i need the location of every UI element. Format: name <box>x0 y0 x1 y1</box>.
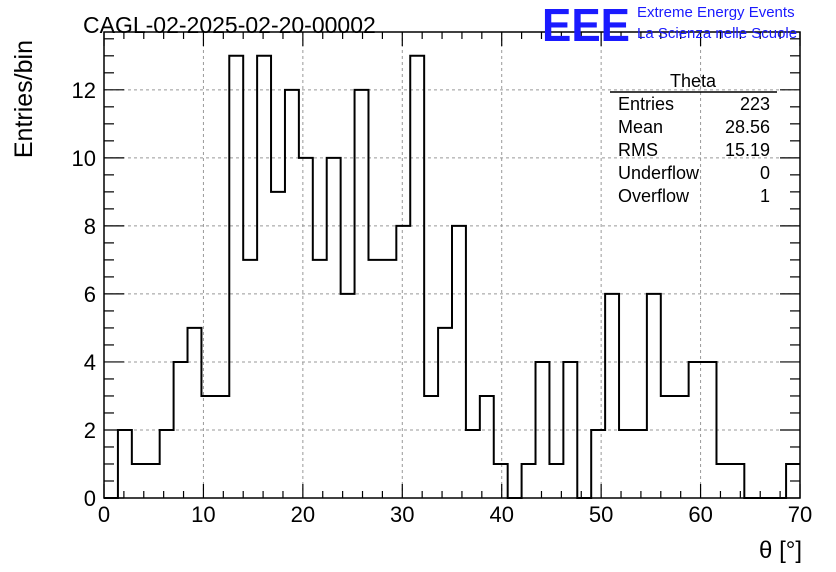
y-axis-label: Entries/bin <box>10 40 38 158</box>
x-tick-label: 10 <box>191 502 215 527</box>
x-tick-label: 40 <box>489 502 513 527</box>
stats-label-entries: Entries <box>618 94 674 114</box>
y-tick-labels: 0 2 4 6 8 10 12 <box>72 78 96 511</box>
chart-title: CAGL-02-2025-02-20-00002 <box>83 12 376 38</box>
stats-box: Theta Entries 223 Mean 28.56 RMS 15.19 U… <box>610 71 777 206</box>
x-tick-label: 30 <box>390 502 414 527</box>
histogram-outline <box>104 54 800 499</box>
stats-value-entries: 223 <box>740 94 770 114</box>
stats-label-rms: RMS <box>618 140 658 160</box>
y-tick-label: 4 <box>84 350 96 375</box>
stats-value-underflow: 0 <box>760 163 770 183</box>
stats-label-underflow: Underflow <box>618 163 700 183</box>
x-tick-label: 20 <box>291 502 315 527</box>
stats-value-mean: 28.56 <box>725 117 770 137</box>
y-tick-label: 2 <box>84 418 96 443</box>
y-tick-label: 12 <box>72 78 96 103</box>
y-tick-label: 10 <box>72 146 96 171</box>
stats-box-title: Theta <box>670 71 717 91</box>
stats-value-rms: 15.19 <box>725 140 770 160</box>
y-tick-label: 0 <box>84 486 96 511</box>
stats-value-overflow: 1 <box>760 186 770 206</box>
x-tick-label: 60 <box>688 502 712 527</box>
eee-logo-mark: EEE <box>542 0 630 51</box>
eee-logo: EEE Extreme Energy Events La Scienza nel… <box>542 0 797 51</box>
x-tick-label: 70 <box>788 502 812 527</box>
x-tick-label: 50 <box>589 502 613 527</box>
x-tick-labels: 0 10 20 30 40 50 60 70 <box>98 502 812 527</box>
stats-label-mean: Mean <box>618 117 663 137</box>
x-axis-label: θ [°] <box>759 537 802 564</box>
plot-frame <box>103 31 801 499</box>
eee-logo-line2: La Scienza nelle Scuole <box>637 25 797 42</box>
y-tick-label: 8 <box>84 214 96 239</box>
x-tick-label: 0 <box>98 502 110 527</box>
y-tick-label: 6 <box>84 282 96 307</box>
stats-label-overflow: Overflow <box>618 186 690 206</box>
eee-logo-line1: Extreme Energy Events <box>637 4 795 21</box>
